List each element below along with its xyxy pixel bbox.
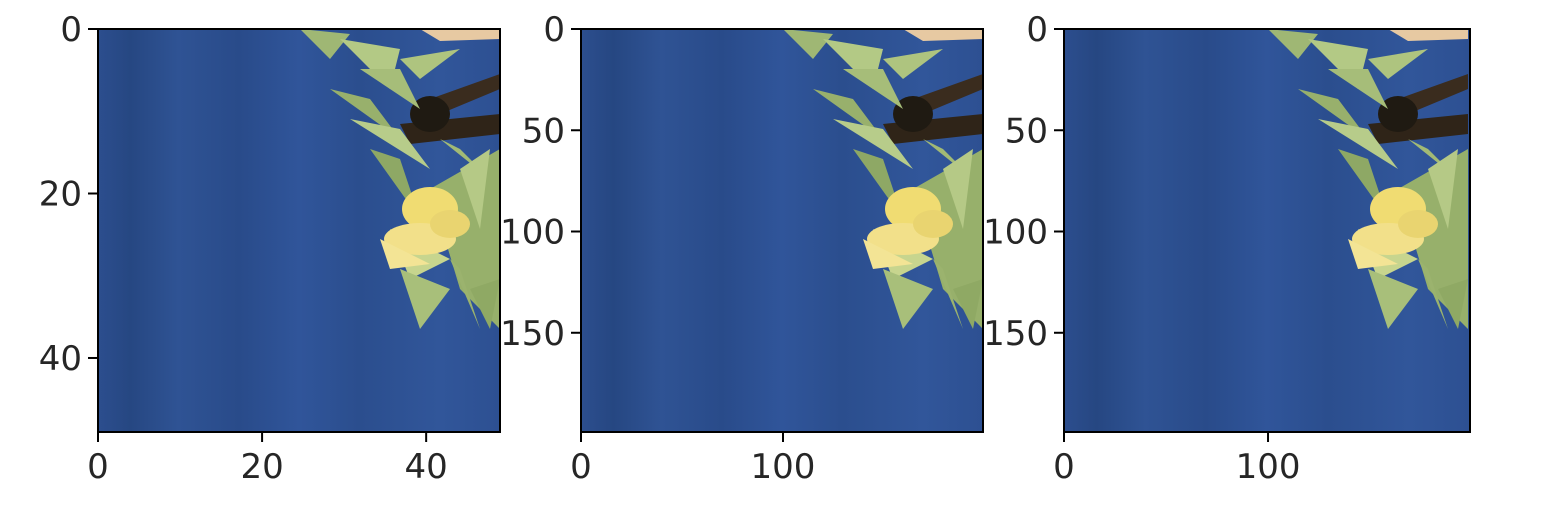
panel-1-ytick-label: 20 [39,174,82,214]
panel-1-ytick-label: 0 [60,10,82,50]
panel-2-xtick-label: 100 [751,447,816,487]
panel-3-xtick-label: 0 [1053,447,1075,487]
panel-1-axes: 0 20 40 0 20 40 [39,10,448,487]
panel-2-ytick-label: 50 [522,111,565,151]
panel-2-ytick-label: 150 [500,314,565,354]
panel-3: 0 100 0 50 100 150 [983,10,1471,487]
panel-3-frame [1063,28,1471,433]
panel-3-ytick-label: 0 [1026,10,1048,50]
panel-2: 0 100 0 50 100 150 [500,10,984,487]
panel-3-xtick-label: 100 [1236,447,1301,487]
panel-2-ytick-label: 0 [543,10,565,50]
panel-3-ytick-label: 50 [1005,111,1048,151]
panel-1-xtick-label: 0 [87,447,109,487]
panel-1-ytick-label: 40 [39,339,82,379]
panel-1-frame [97,28,501,433]
panel-2-axes: 0 100 0 50 100 150 [500,10,815,487]
panel-1: 0 20 40 0 20 40 [39,10,501,487]
panel-1-xtick-label: 20 [240,447,283,487]
panel-3-ytick-label: 150 [983,314,1048,354]
panel-2-xtick-label: 0 [570,447,592,487]
panel-3-axes: 0 100 0 50 100 150 [983,10,1300,487]
panel-2-ytick-label: 100 [500,213,565,253]
panel-1-xtick-label: 40 [405,447,448,487]
panel-3-ytick-label: 100 [983,213,1048,253]
panel-2-frame [580,28,984,433]
